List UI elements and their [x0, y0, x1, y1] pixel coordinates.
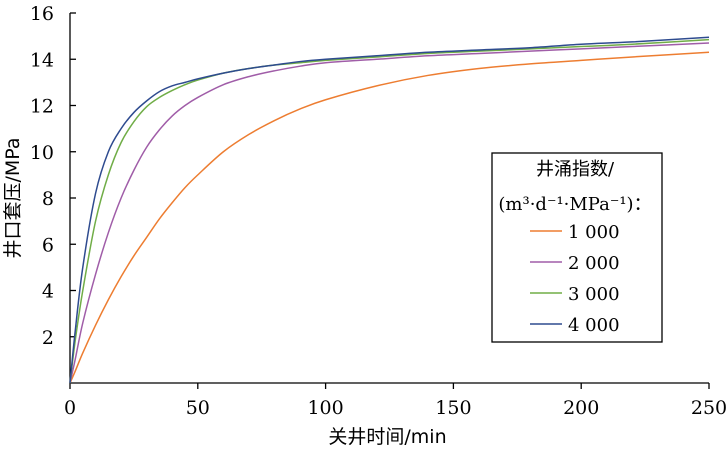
x-axis-ticks: 0 50 100 150 200 250 [64, 383, 727, 419]
legend-title-line1: 井涌指数/ [536, 159, 615, 180]
series-line-1 [69, 51, 710, 384]
legend-label-2: 2 000 [568, 253, 620, 274]
legend-label-3: 3 000 [568, 284, 620, 305]
x-tick-label: 0 [64, 397, 76, 419]
x-tick-label: 100 [307, 397, 343, 419]
y-axis-title: 井口套压/MPa [2, 137, 24, 258]
series-lines [69, 36, 710, 384]
y-tick-label: 8 [42, 188, 54, 210]
y-axis-ticks: 2 4 6 8 10 12 14 16 [30, 3, 76, 349]
series-line-4 [69, 36, 710, 384]
legend-box [491, 152, 663, 343]
y-tick-label: 6 [42, 234, 54, 256]
y-tick-label: 10 [30, 142, 54, 164]
y-tick-label: 16 [30, 3, 54, 25]
plot-area: 0 50 100 150 200 250 2 4 6 8 10 12 14 16 [30, 3, 727, 419]
legend-label-1: 1 000 [568, 222, 620, 243]
x-tick-label: 150 [435, 397, 471, 419]
x-tick-label: 200 [563, 397, 599, 419]
legend-items: 1 000 2 000 3 000 4 000 [530, 222, 620, 336]
y-tick-label: 2 [42, 327, 54, 349]
y-tick-label: 12 [30, 96, 54, 118]
x-tick-label: 250 [691, 397, 727, 419]
y-tick-label: 14 [30, 49, 54, 71]
y-tick-label: 4 [42, 281, 54, 303]
legend: 井涌指数/ (m³·d⁻¹·MPa⁻¹)： 1 000 2 000 3 000 4 0… [491, 152, 663, 343]
series-line-2 [69, 42, 710, 384]
x-tick-label: 50 [186, 397, 210, 419]
legend-title-line2: (m³·d⁻¹·MPa⁻¹)： [498, 194, 651, 215]
x-axis-title: 关井时间/min [328, 426, 446, 448]
legend-label-4: 4 000 [568, 315, 620, 336]
